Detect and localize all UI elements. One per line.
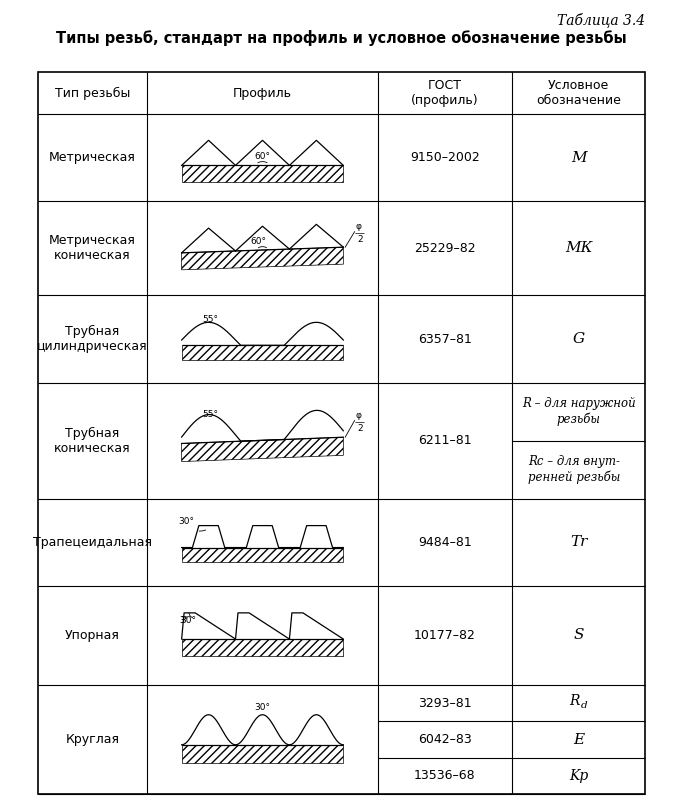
Bar (182, 165, 344, 182)
Text: Метрическая
коническая: Метрическая коническая (48, 234, 136, 262)
Text: 13536–68: 13536–68 (414, 769, 475, 782)
Text: Условное
обозначение: Условное обозначение (536, 79, 621, 107)
Text: Kp: Kp (569, 769, 588, 783)
Text: 9150–2002: 9150–2002 (410, 151, 479, 164)
Text: 6357–81: 6357–81 (418, 333, 472, 346)
Text: R: R (570, 695, 580, 708)
Text: Rc – для внут-
ренней резьбы: Rc – для внут- ренней резьбы (528, 456, 620, 484)
Text: G: G (572, 332, 585, 346)
Text: 25229–82: 25229–82 (414, 242, 475, 255)
Bar (182, 745, 344, 763)
Text: 3°: 3° (179, 616, 188, 625)
Bar (182, 548, 344, 562)
Text: Метрическая: Метрическая (48, 151, 136, 164)
Text: МК: МК (565, 241, 592, 255)
Text: 55°: 55° (203, 315, 219, 324)
Text: 30°: 30° (180, 616, 197, 625)
Text: 2: 2 (357, 423, 363, 433)
Text: 60°: 60° (251, 237, 267, 246)
Text: Типы резьб, стандарт на профиль и условное обозначение резьбы: Типы резьб, стандарт на профиль и условн… (56, 30, 627, 46)
Text: Таблица 3.4: Таблица 3.4 (557, 12, 645, 27)
Text: E: E (573, 732, 584, 747)
Text: φ: φ (356, 411, 361, 419)
Text: Трапецеидальная: Трапецеидальная (33, 536, 152, 549)
Text: Тип резьбы: Тип резьбы (55, 87, 130, 99)
Text: 2: 2 (357, 235, 363, 244)
Polygon shape (182, 437, 344, 462)
Text: 10177–82: 10177–82 (414, 629, 476, 642)
Text: 30°: 30° (255, 703, 270, 712)
Text: 55°: 55° (203, 410, 219, 419)
Text: Профиль: Профиль (233, 87, 292, 99)
Text: M: M (571, 151, 587, 164)
Text: Упорная: Упорная (65, 629, 120, 642)
Text: 6042–83: 6042–83 (418, 733, 472, 746)
Text: Tr: Tr (570, 535, 587, 549)
Text: φ: φ (356, 222, 361, 231)
Bar (182, 346, 344, 360)
Text: R – для наружной
резьбы: R – для наружной резьбы (522, 397, 635, 426)
Text: Круглая: Круглая (66, 733, 120, 746)
Text: 30°: 30° (178, 517, 194, 526)
Text: 9484–81: 9484–81 (418, 536, 472, 549)
Text: S: S (573, 629, 584, 642)
Text: Трубная
цилиндрическая: Трубная цилиндрическая (37, 325, 148, 353)
Text: ГОСТ
(профиль): ГОСТ (профиль) (411, 79, 479, 107)
Text: 3293–81: 3293–81 (418, 697, 472, 710)
Text: d: d (581, 701, 587, 710)
Text: 6211–81: 6211–81 (418, 434, 472, 448)
Polygon shape (182, 247, 344, 269)
Text: 60°: 60° (255, 152, 270, 161)
Bar (182, 639, 344, 656)
Text: Трубная
коническая: Трубная коническая (54, 427, 130, 455)
